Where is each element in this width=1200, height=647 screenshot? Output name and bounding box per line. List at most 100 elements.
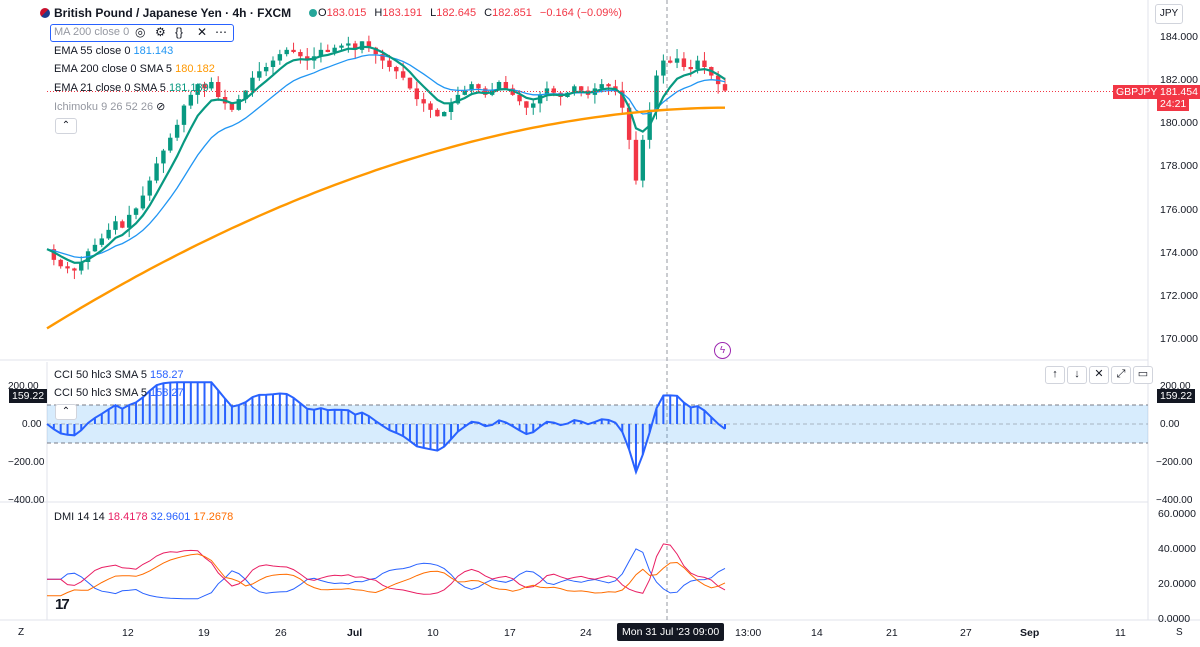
candle-body — [359, 41, 365, 50]
last-price-tag: 181.454 — [1157, 85, 1200, 99]
candle-body — [654, 75, 659, 110]
candle-body — [243, 90, 248, 100]
time-tick: Jul — [347, 627, 363, 639]
symbol-title[interactable]: British Pound / Japanese Yen · 4h · FXCM — [54, 6, 292, 20]
dmi-tick: 60.0000 — [1158, 508, 1196, 520]
high-value: 183.191 — [382, 7, 423, 19]
change-value: −0.164 (−0.09%) — [539, 7, 622, 19]
bar-countdown: 24:21 — [1157, 97, 1190, 111]
candle-body — [339, 45, 344, 48]
ema21-legend[interactable]: EMA 21 close 0 SMA 5 181.139 — [54, 82, 209, 94]
move-pane-down-icon[interactable]: ↓ — [1067, 366, 1087, 384]
candle-body — [394, 67, 399, 72]
settings-button[interactable]: S — [1176, 627, 1183, 638]
candle-body — [188, 94, 194, 106]
candle-body — [476, 84, 481, 89]
ema200-legend[interactable]: EMA 200 close 0 SMA 5 180.182 — [54, 63, 215, 75]
currency-button[interactable]: JPY — [1155, 4, 1183, 24]
candle-body — [140, 195, 146, 209]
candle-body — [407, 77, 413, 89]
candle-body — [147, 180, 152, 196]
candle-body — [373, 47, 378, 55]
candle-body — [161, 150, 166, 164]
candle-body — [298, 52, 303, 57]
candle-body — [133, 208, 139, 215]
candle-body — [229, 103, 235, 110]
dmi-legend[interactable]: DMI 14 14 18.4178 32.9601 17.2678 — [54, 511, 234, 523]
cci-tick-left: 0.00 — [22, 419, 42, 430]
candle-body — [496, 82, 502, 91]
candle-body — [633, 139, 639, 181]
time-tick: 24 — [580, 627, 592, 639]
cci-right-tag: 159.22 — [1157, 389, 1196, 403]
candle-body — [620, 90, 625, 108]
candle-body — [674, 58, 680, 63]
candle-body — [305, 56, 310, 61]
candle-body — [51, 249, 57, 260]
collapse-legend-button[interactable]: ⌃ — [55, 118, 77, 134]
time-tick: 10 — [427, 627, 439, 639]
time-tick: 19 — [198, 627, 210, 639]
price-tick: 178.000 — [1160, 160, 1198, 172]
candle-body — [195, 84, 200, 95]
time-tick: 13:00 — [735, 627, 762, 639]
candle-body — [400, 71, 406, 78]
price-tick: 176.000 — [1160, 204, 1198, 216]
candle-body — [531, 103, 536, 108]
more-dots-icon[interactable]: ⋯ — [215, 25, 227, 39]
cci-legend-2[interactable]: CCI 50 hlc3 SMA 5 158.27 — [54, 387, 184, 399]
time-tick: 11 — [1115, 627, 1126, 639]
candle-body — [626, 107, 632, 140]
cci-tick-right: −200.00 — [1156, 457, 1193, 468]
ema21-line — [46, 45, 726, 264]
candle-body — [181, 105, 187, 125]
candle-body — [202, 84, 207, 89]
candle-body — [551, 88, 556, 93]
price-tick: 170.000 — [1160, 333, 1198, 345]
ema55-legend[interactable]: EMA 55 close 0 181.143 — [54, 45, 174, 57]
collapse-pane-icon[interactable]: ▭ — [1133, 366, 1153, 384]
settings-gear-icon[interactable]: ⚙ — [155, 25, 166, 39]
dmi-adx-line — [47, 553, 726, 597]
candle-body — [544, 88, 550, 95]
candle-body — [79, 262, 84, 271]
ma-indicator-row[interactable]: MA 200 close 0 ◎ ⚙ {} ✕ ⋯ — [50, 24, 234, 42]
hide-eye-icon[interactable]: ◎ — [135, 25, 146, 39]
candle-body — [106, 229, 111, 239]
candle-body — [387, 60, 392, 67]
candle-body — [99, 238, 104, 245]
cci-legend-1[interactable]: CCI 50 hlc3 SMA 5 158.27 — [54, 369, 184, 381]
close-pane-icon[interactable]: ✕ — [1089, 366, 1109, 384]
price-tick: 172.000 — [1160, 290, 1198, 302]
candle-body — [65, 266, 70, 269]
candle-body — [284, 49, 289, 55]
cci-tick-left: −200.00 — [8, 457, 45, 468]
time-tick: 17 — [504, 627, 516, 639]
candle-body — [325, 49, 330, 52]
maximize-pane-icon[interactable]: ⤢ — [1111, 366, 1131, 384]
timezone-button[interactable]: Z — [18, 627, 25, 638]
candle-body — [168, 137, 173, 151]
ohlc-readout: O183.015 H183.191 L182.645 C182.851 −0.1… — [318, 7, 622, 19]
candle-body — [681, 58, 687, 67]
dmi-minus-line — [47, 548, 726, 600]
collapse-cci-button[interactable]: ⌃ — [55, 404, 77, 420]
source-code-icon[interactable]: {} — [175, 25, 184, 39]
candle-body — [291, 49, 296, 52]
candle-body — [695, 60, 700, 70]
ichimoku-legend[interactable]: Ichimoku 9 26 52 26 ⊘ — [54, 101, 166, 113]
candle-body — [517, 94, 522, 102]
candle-body — [578, 86, 584, 91]
time-tick: 26 — [275, 627, 287, 639]
tradingview-logo[interactable]: 17 — [55, 596, 70, 613]
price-tick: 182.000 — [1160, 74, 1198, 86]
candle-body — [462, 90, 467, 95]
ma-label: MA 200 close 0 — [54, 26, 130, 38]
time-tick: 27 — [960, 627, 972, 639]
price-tick: 184.000 — [1160, 31, 1198, 43]
candle-body — [606, 84, 611, 87]
remove-close-icon[interactable]: ✕ — [197, 25, 208, 39]
alert-bolt-icon[interactable]: ϟ — [714, 342, 731, 359]
move-pane-up-icon[interactable]: ↑ — [1045, 366, 1065, 384]
